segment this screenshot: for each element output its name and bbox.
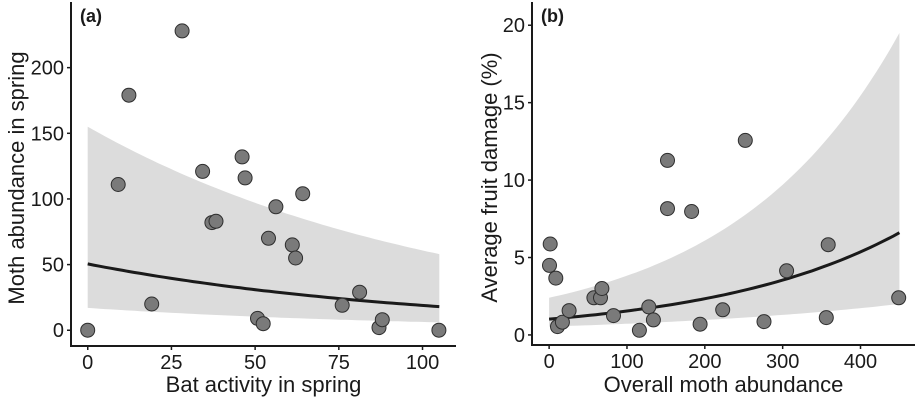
data-point xyxy=(374,312,390,328)
data-point xyxy=(542,236,558,252)
y-tick-label: 0 xyxy=(53,320,64,342)
data-point xyxy=(641,299,657,315)
y-tick-label: 50 xyxy=(42,255,64,277)
data-point xyxy=(548,270,564,286)
y-tick-label: 5 xyxy=(514,248,525,270)
panel-label: (b) xyxy=(541,6,564,26)
y-tick-label: 150 xyxy=(31,123,64,145)
data-point xyxy=(195,163,211,179)
data-point xyxy=(891,290,907,306)
x-tick-label: 200 xyxy=(688,351,721,373)
data-point xyxy=(121,87,137,103)
panel-label: (a) xyxy=(80,6,102,26)
x-tick-label: 0 xyxy=(82,352,93,374)
x-axis-title: Bat activity in spring xyxy=(166,372,362,397)
confidence-band xyxy=(87,126,440,323)
data-point xyxy=(715,302,731,318)
data-point xyxy=(684,204,700,219)
y-tick-label: 20 xyxy=(503,15,525,37)
data-point xyxy=(631,322,647,338)
fit-line xyxy=(87,262,440,309)
y-tick-label: 10 xyxy=(503,170,525,192)
data-point xyxy=(660,201,675,217)
y-axis-title: Moth abundance in spring xyxy=(4,51,29,304)
x-tick-label: 100 xyxy=(406,352,439,374)
data-point xyxy=(431,322,447,338)
data-point xyxy=(352,284,368,300)
data-point xyxy=(110,177,126,192)
data-point xyxy=(692,316,708,332)
x-tick-label: 0 xyxy=(544,351,555,373)
data-point xyxy=(237,170,253,186)
y-tick-label: 0 xyxy=(514,325,525,347)
data-point xyxy=(255,316,271,332)
data-point xyxy=(737,132,753,148)
data-point xyxy=(818,310,834,326)
x-tick-label: 25 xyxy=(160,352,182,374)
y-axis-title: Average fruit damage (%) xyxy=(477,52,502,302)
data-point xyxy=(554,314,570,330)
data-point xyxy=(295,186,311,202)
y-tick-label: 100 xyxy=(31,189,64,211)
data-point xyxy=(80,322,96,338)
data-point xyxy=(660,152,675,168)
data-point xyxy=(288,250,304,266)
data-point xyxy=(542,257,557,273)
data-point xyxy=(594,281,610,296)
data-point xyxy=(645,312,661,328)
confidence-band xyxy=(549,33,900,327)
data-point xyxy=(334,297,350,313)
data-point xyxy=(174,23,190,39)
data-point xyxy=(820,237,836,253)
panel-b: 0 100 200 300 400 0 5 10 15 20 Overall moth abunda… xyxy=(477,2,915,397)
data-point xyxy=(268,199,284,215)
data-point xyxy=(144,296,160,312)
x-tick-label: 100 xyxy=(610,351,643,373)
data-point xyxy=(261,230,276,246)
data-point xyxy=(561,303,577,319)
x-axis-title: Overall moth abundance xyxy=(604,372,844,397)
x-tick-label: 50 xyxy=(244,352,266,374)
y-tick-label: 200 xyxy=(31,58,64,80)
x-tick-label: 75 xyxy=(328,352,350,374)
data-point xyxy=(284,237,300,253)
data-point xyxy=(234,149,250,165)
y-tick-label: 15 xyxy=(503,93,525,115)
x-tick-label: 400 xyxy=(844,351,877,373)
panel-a: 0 25 50 75 100 0 50 100 150 200 Bat activity in sp… xyxy=(4,2,456,397)
data-point xyxy=(756,314,772,330)
x-tick-label: 300 xyxy=(766,351,799,373)
data-point xyxy=(606,308,621,324)
data-point xyxy=(208,213,224,229)
data-point xyxy=(779,263,795,279)
